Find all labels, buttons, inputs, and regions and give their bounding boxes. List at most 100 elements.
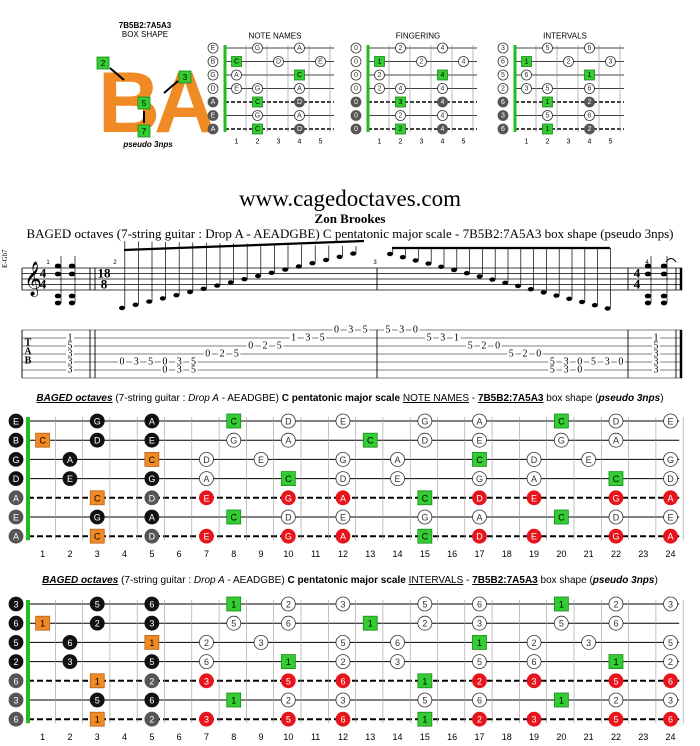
tab-note: 3	[177, 365, 182, 376]
fretboard-dot-label: 5	[231, 619, 236, 629]
mini-dot	[542, 110, 553, 121]
fret-number: 20	[556, 732, 566, 742]
fretboard-dot	[472, 615, 487, 631]
mini-fret-number: 1	[378, 139, 382, 146]
fretboard-dot-label: C	[422, 532, 429, 542]
tab-note-bg	[438, 333, 447, 343]
fretboard-dot	[62, 471, 78, 487]
note-head	[579, 299, 585, 305]
fretboard-dot-label: G	[94, 417, 101, 427]
note-head	[438, 264, 445, 269]
tab-note-bg	[189, 365, 198, 375]
tab-label: T	[25, 338, 32, 349]
fretboard-dot-label: A	[149, 417, 155, 427]
mini-open-string-label: 0	[354, 72, 358, 79]
fb1-title-mid2: - AEADGBE)	[218, 393, 282, 404]
fretboard-dot-label: 3	[532, 715, 537, 725]
fretboard-dot	[390, 451, 405, 467]
chord-head	[54, 300, 62, 306]
tab-note: 0	[248, 341, 253, 352]
fretboard-dot-label: E	[668, 513, 674, 523]
fretboard-dot	[663, 451, 678, 467]
fretboard-dot	[663, 635, 678, 650]
fretboard-dot-label: 5	[95, 600, 100, 610]
fretboard-dot-label: 3	[477, 619, 482, 629]
fretboard-dot-label: 2	[668, 657, 673, 667]
tab-note: 5	[191, 357, 196, 368]
fretboard-dot-label: 2	[422, 619, 427, 629]
fb1-title-dash: -	[469, 393, 478, 404]
mini-open-string	[497, 123, 509, 135]
fret-number: 5	[149, 549, 154, 559]
fretboard-dot-label: G	[558, 436, 565, 446]
fretboard-dot	[390, 471, 405, 487]
fretboard-dot	[362, 615, 378, 631]
fretboard-dot	[280, 528, 296, 544]
fret-number: 14	[393, 732, 403, 742]
fretboard-dot-label: 1	[559, 600, 564, 610]
fb2-title-mid: (7-string guitar :	[118, 575, 194, 586]
tab-note: 0	[120, 357, 125, 368]
fretboard-dot	[417, 490, 433, 506]
fretboard-dot	[280, 692, 296, 708]
note-head	[502, 280, 509, 285]
mini-dot-label: 3	[399, 99, 403, 106]
fretboard-dot-label: D	[149, 493, 156, 503]
mini-dot-label: D	[276, 59, 281, 66]
fb1-title-shape: 7B5B2:7A5A3	[477, 393, 544, 404]
fretboard-dot-label: 5	[613, 715, 618, 725]
fretboard-dot	[553, 692, 569, 708]
mini-dot-label: 6	[588, 86, 592, 93]
open-string-dot-label: A	[13, 493, 19, 503]
shape-badge	[178, 70, 192, 84]
chord-head	[68, 300, 76, 306]
tab-note-bg	[346, 325, 355, 335]
chord-head	[68, 293, 76, 299]
tab-note-bg	[66, 333, 74, 343]
fretboard-dot-label: 1	[559, 696, 564, 706]
fretboard-dot	[335, 413, 351, 429]
fretboard-dot-label: C	[94, 493, 101, 503]
mini-dot-label: D	[297, 99, 302, 106]
fret-number: 16	[447, 549, 457, 559]
fretboard-dot	[553, 615, 569, 631]
fret-number: 2	[67, 549, 72, 559]
mini-open-string	[497, 110, 509, 121]
fretboard-dot-label: 6	[286, 619, 291, 629]
fret-number: 4	[122, 732, 127, 742]
tab-note: 5	[234, 349, 239, 360]
tab-note: 3	[68, 349, 73, 360]
tab-note-bg	[66, 349, 74, 359]
fretboard-dot	[89, 413, 105, 429]
mini-dot	[542, 123, 553, 135]
mini-dot	[584, 69, 595, 81]
fretboard-dot-label: 2	[477, 715, 482, 725]
tab-note: 3	[177, 357, 182, 368]
fretboard-dot	[62, 635, 78, 650]
tab-note-bg	[479, 341, 488, 351]
mini-dot	[584, 42, 595, 54]
fret-number: 9	[259, 549, 264, 559]
mini-open-string-label: A	[211, 99, 216, 106]
mini-dot-label: E	[234, 86, 239, 93]
mini-dot-label: 6	[525, 72, 529, 79]
mini-dot	[395, 110, 406, 121]
note-head	[350, 251, 357, 256]
fret-number: 11	[311, 732, 320, 742]
mini-dot-label: C	[297, 72, 302, 79]
fret-number: 15	[420, 549, 430, 559]
fretboard-dot-label: A	[476, 513, 482, 523]
fretboard-dot	[144, 528, 160, 544]
fretboard-dot-label: A	[285, 436, 291, 446]
fret-number: 21	[584, 549, 594, 559]
mini-open-string	[207, 69, 219, 81]
mini-dot	[294, 42, 305, 54]
site-url[interactable]: www.cagedoctaves.com	[238, 186, 462, 211]
tab-note-bg	[232, 349, 241, 359]
fretboard-dot	[253, 451, 269, 467]
tab-note-bg	[575, 365, 584, 375]
mini-open-string	[497, 83, 509, 94]
mini-dot-label: 1	[588, 72, 592, 79]
mini-dot-label: 4	[441, 126, 445, 133]
mini-dot	[294, 69, 305, 81]
